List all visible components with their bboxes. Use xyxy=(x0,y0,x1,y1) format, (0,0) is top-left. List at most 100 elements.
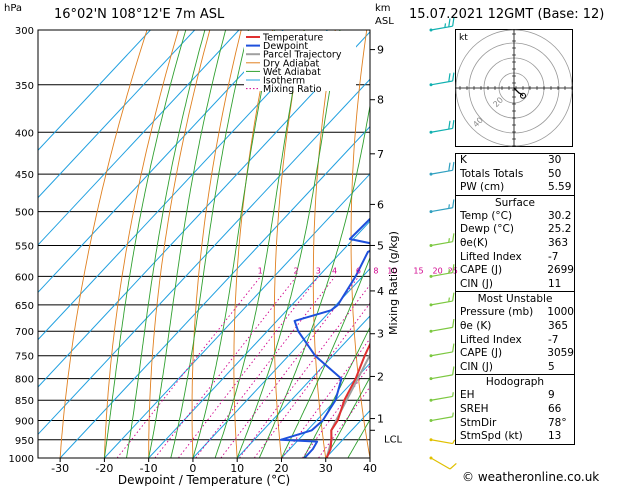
hodograph-value: 9 xyxy=(548,389,555,402)
height-tick-label: 1 xyxy=(377,413,384,426)
barb-shaft xyxy=(430,241,453,247)
index-value: 50 xyxy=(548,167,562,180)
legend-label: Mixing Ratio xyxy=(263,84,322,95)
wind-barb xyxy=(429,343,455,358)
most-unstable-value: 1000 xyxy=(547,306,574,319)
wet-adiabat-line xyxy=(192,30,275,458)
most-unstable-value: 365 xyxy=(548,319,569,332)
barb-shaft xyxy=(430,169,453,175)
wet-adiabat-line xyxy=(281,256,370,458)
mixing-ratio-line xyxy=(154,276,297,458)
legend-label: Isotherm xyxy=(263,76,305,87)
hodograph-value: 13 xyxy=(548,430,562,443)
pressure-tick-label: 300 xyxy=(15,26,34,37)
barb-shaft xyxy=(430,457,451,470)
height-tick-label: 5 xyxy=(377,239,384,252)
dry-adiabat-line xyxy=(191,30,242,458)
plot-frame xyxy=(37,29,371,459)
barb-half-flag xyxy=(452,392,454,397)
index-row: PW (cm) 5.59 xyxy=(456,181,574,195)
barb-half-flag xyxy=(448,238,450,243)
surface-value: 11 xyxy=(548,277,562,290)
barb-half-flag xyxy=(444,23,447,28)
isotherm-line xyxy=(192,267,370,458)
index-label: K xyxy=(460,154,467,166)
isotherm-line xyxy=(59,125,370,458)
dry-adiabat-line xyxy=(350,30,370,458)
hodograph-value: 66 xyxy=(548,402,562,415)
barb-shaft xyxy=(430,127,453,133)
barb-shaft xyxy=(430,326,453,332)
barb-flag xyxy=(448,120,451,130)
index-label: Totals Totals xyxy=(460,167,524,180)
index-row: K 30 xyxy=(456,154,574,168)
barb-base xyxy=(429,354,433,358)
wind-barb xyxy=(429,456,457,470)
surface-row: CAPE (J) 2699 xyxy=(456,264,574,278)
mixing-ratio-label: 10 xyxy=(387,266,397,275)
surface-value: -7 xyxy=(548,250,559,263)
surface-value: 363 xyxy=(548,236,569,249)
barb-flag xyxy=(452,199,455,208)
most-unstable-value: -7 xyxy=(548,333,559,346)
barb-flag xyxy=(452,120,455,129)
barb-flag xyxy=(448,162,451,172)
index-panel: K 30 Totals Totals 50 PW (cm) 5.59 Surface Te… xyxy=(455,153,575,445)
wind-barb xyxy=(429,392,454,402)
most-unstable-label: Pressure (mb) xyxy=(460,306,534,319)
pressure-tick-label: 850 xyxy=(15,396,34,407)
pressure-tick-label: 400 xyxy=(15,128,34,139)
surface-row: CIN (J) 11 xyxy=(456,278,574,292)
barb-flag xyxy=(452,292,455,302)
pressure-tick-label: 900 xyxy=(15,417,34,428)
mixing-ratio-label: 6 xyxy=(356,266,361,275)
barb-half-flag xyxy=(452,412,454,417)
surface-label: Temp (°C) xyxy=(460,209,513,222)
mixing-ratio-label: 2 xyxy=(294,266,299,275)
barb-base xyxy=(429,438,433,442)
hodograph-table: EH 9 SREH 66 StmDir 78° StmSpd (kt) 13 xyxy=(456,389,574,443)
index-value: 5.59 xyxy=(548,181,572,194)
pressure-tick-label: 350 xyxy=(15,81,34,92)
asl-unit: ASL xyxy=(375,16,394,27)
wind-barb xyxy=(429,199,455,214)
surface-label: Lifted Index xyxy=(460,250,522,263)
height-tick-label: 2 xyxy=(377,370,384,383)
wind-barb xyxy=(429,161,455,176)
surface-value: 25.2 xyxy=(548,223,572,236)
height-tick-label: 9 xyxy=(377,44,384,57)
barb-flag xyxy=(452,343,455,352)
isotherm-line xyxy=(104,173,370,458)
pressure-tick-label: 800 xyxy=(15,375,34,386)
barb-base xyxy=(429,210,433,214)
hodograph-value: 78° xyxy=(548,416,567,429)
most-unstable-title: Most Unstable xyxy=(477,293,553,306)
dry-adiabat-line xyxy=(586,30,629,458)
legend-label: Dewpoint xyxy=(263,41,308,52)
most-unstable-section: Most Unstable Pressure (mb) 1000 θe (K) 365… xyxy=(456,291,574,374)
barb-flag xyxy=(452,161,455,171)
x-tick-label: 30 xyxy=(319,462,333,475)
mixing-ratio-line xyxy=(239,284,370,458)
index-value: 30 xyxy=(548,154,562,166)
hodograph-label: StmDir xyxy=(460,416,497,429)
wind-barb xyxy=(429,264,455,278)
wet-adiabat-line xyxy=(236,30,341,458)
barb-shaft xyxy=(430,80,453,86)
barb-shaft xyxy=(430,395,453,401)
wind-barb xyxy=(429,438,456,445)
barb-base xyxy=(429,303,433,307)
most-unstable-row: CIN (J) 5 xyxy=(456,361,574,375)
legend-box xyxy=(244,31,356,91)
most-unstable-value: 5 xyxy=(548,360,555,373)
legend-label: Dry Adiabat xyxy=(263,58,320,69)
mixing-ratio-label: 20 xyxy=(433,266,443,275)
surface-row: Dewp (°C) 25.2 xyxy=(456,223,574,237)
index-label: PW (cm) xyxy=(460,181,505,194)
legend-label: Wet Adiabat xyxy=(263,67,321,78)
wet-adiabat-line xyxy=(170,30,249,458)
mixing-ratio-line xyxy=(220,276,360,458)
most-unstable-row: Lifted Index -7 xyxy=(456,334,574,348)
isotherm-line xyxy=(38,78,370,436)
pressure-tick-label: 1000 xyxy=(9,454,34,465)
